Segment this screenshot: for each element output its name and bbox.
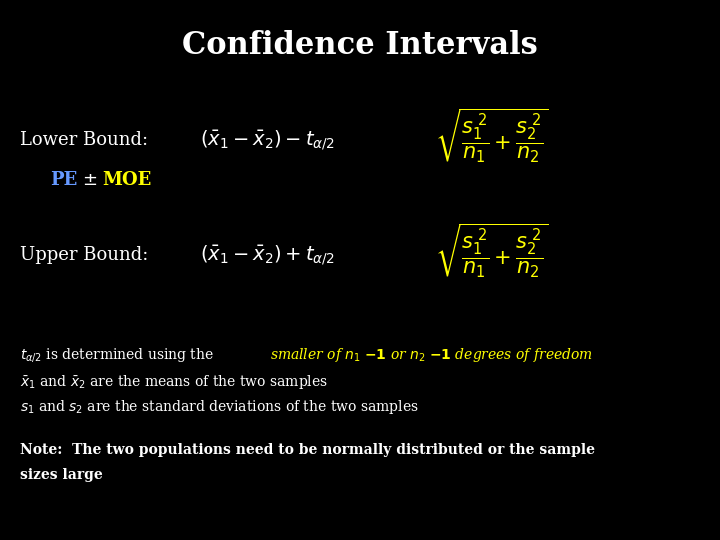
Text: $\bar{x}_1$ and $\bar{x}_2$ are the means of the two samples: $\bar{x}_1$ and $\bar{x}_2$ are the mean…: [20, 373, 328, 391]
Text: $s_1$ and $s_2$ are the standard deviations of the two samples: $s_1$ and $s_2$ are the standard deviati…: [20, 398, 419, 416]
Text: PE: PE: [50, 171, 77, 189]
Text: sizes large: sizes large: [20, 468, 103, 482]
Text: Upper Bound:: Upper Bound:: [20, 246, 148, 264]
Text: MOE: MOE: [102, 171, 151, 189]
Text: Lower Bound:: Lower Bound:: [20, 131, 148, 149]
Text: Confidence Intervals: Confidence Intervals: [182, 30, 538, 61]
Text: smaller of $\boldsymbol{n_1}$ $\boldsymbol{-1}$ or $\boldsymbol{n_2}$ $\boldsymb: smaller of $\boldsymbol{n_1}$ $\boldsymb…: [270, 346, 593, 364]
Text: Note:  The two populations need to be normally distributed or the sample: Note: The two populations need to be nor…: [20, 443, 595, 457]
Text: $t_{\alpha/2}$ is determined using the: $t_{\alpha/2}$ is determined using the: [20, 346, 215, 364]
Text: $\sqrt{\dfrac{s_1^{\;2}}{n_1} + \dfrac{s_2^{\;2}}{n_2}}$: $\sqrt{\dfrac{s_1^{\;2}}{n_1} + \dfrac{s…: [435, 221, 549, 279]
Text: $\pm$: $\pm$: [82, 171, 97, 189]
Text: $\sqrt{\dfrac{s_1^{\;2}}{n_1} + \dfrac{s_2^{\;2}}{n_2}}$: $\sqrt{\dfrac{s_1^{\;2}}{n_1} + \dfrac{s…: [435, 106, 549, 164]
Text: $(\bar{x}_1-\bar{x}_2) - t_{\alpha/2}$: $(\bar{x}_1-\bar{x}_2) - t_{\alpha/2}$: [200, 128, 335, 152]
Text: $(\bar{x}_1-\bar{x}_2) + t_{\alpha/2}$: $(\bar{x}_1-\bar{x}_2) + t_{\alpha/2}$: [200, 243, 335, 267]
